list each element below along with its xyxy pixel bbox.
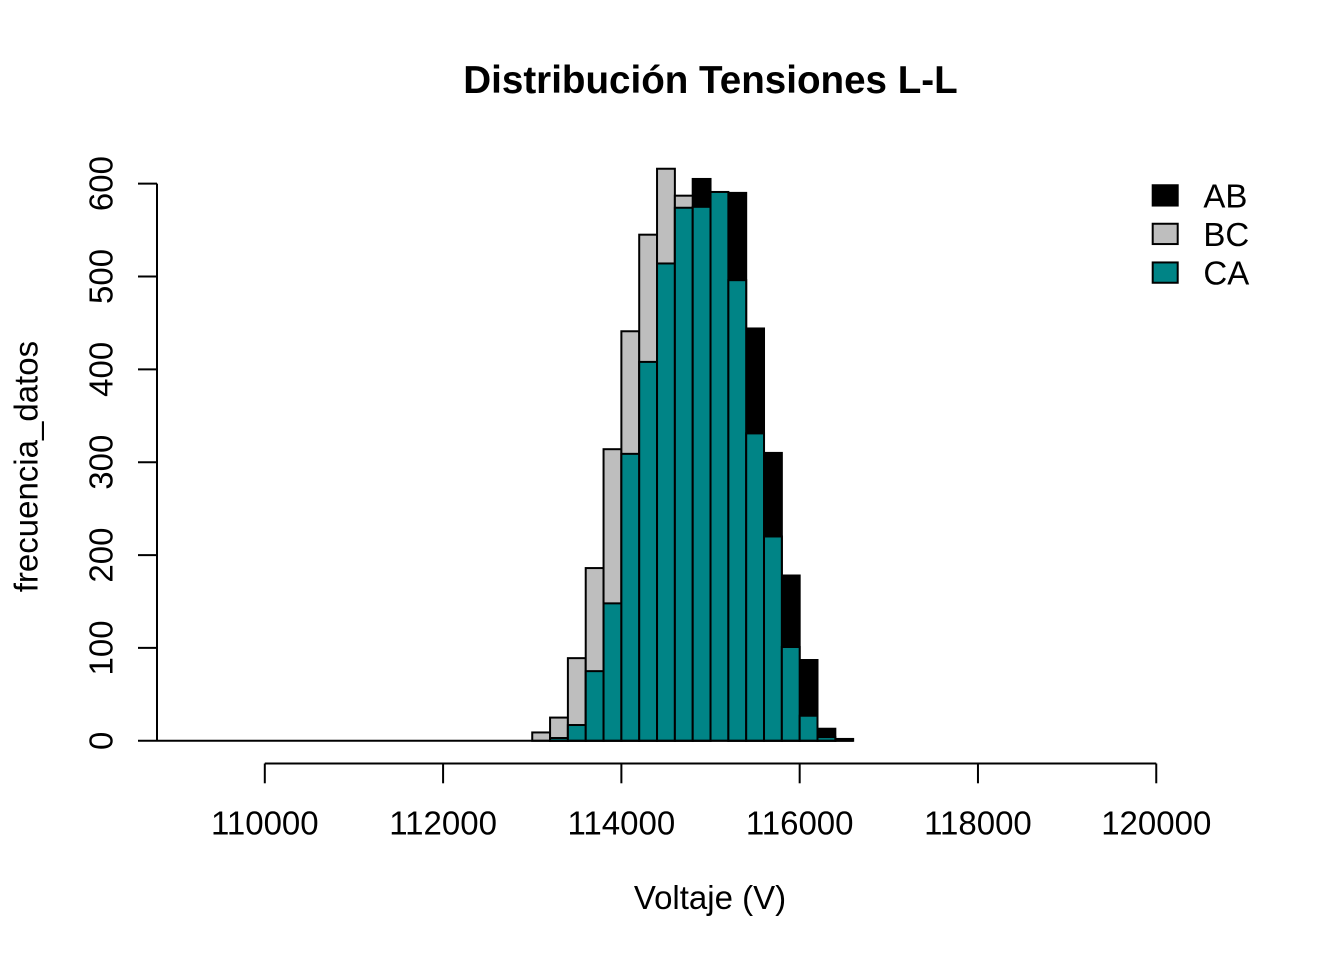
svg-text:BC: BC — [1203, 216, 1249, 253]
svg-text:AB: AB — [1203, 177, 1247, 214]
svg-text:200: 200 — [83, 528, 120, 583]
svg-text:400: 400 — [83, 342, 120, 397]
svg-text:112000: 112000 — [389, 805, 497, 842]
svg-text:0: 0 — [83, 732, 120, 750]
svg-text:100: 100 — [83, 620, 120, 675]
svg-text:110000: 110000 — [211, 805, 319, 842]
svg-text:116000: 116000 — [746, 805, 854, 842]
svg-text:114000: 114000 — [568, 805, 676, 842]
svg-text:500: 500 — [83, 249, 120, 304]
svg-text:300: 300 — [83, 435, 120, 490]
svg-text:CA: CA — [1203, 255, 1249, 292]
svg-text:Distribución Tensiones L-L: Distribución Tensiones L-L — [463, 59, 957, 102]
svg-text:120000: 120000 — [1101, 805, 1211, 842]
svg-text:Voltaje (V): Voltaje (V) — [634, 879, 786, 916]
svg-text:118000: 118000 — [924, 805, 1032, 842]
svg-text:frecuencia_datos: frecuencia_datos — [8, 341, 45, 592]
svg-text:600: 600 — [83, 156, 120, 211]
